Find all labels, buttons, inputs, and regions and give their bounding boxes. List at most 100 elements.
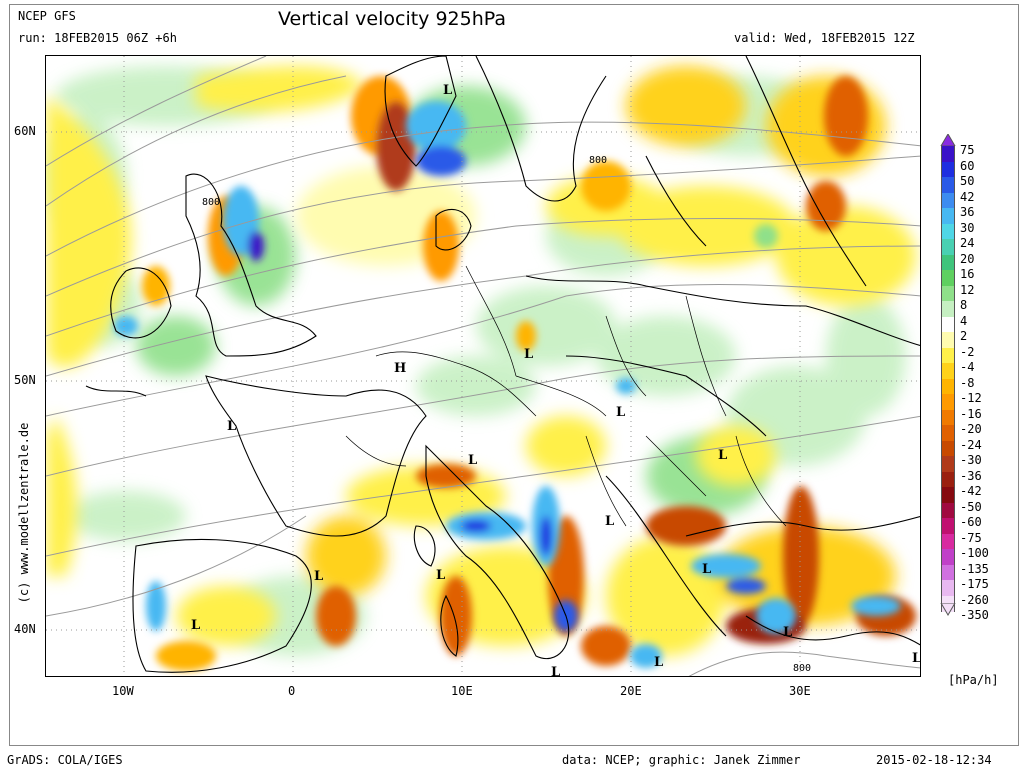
colorbar-level-label: -100	[960, 546, 989, 560]
low-marker: L	[443, 83, 452, 98]
low-marker: L	[468, 453, 477, 468]
colorbar-level-label: -50	[960, 499, 982, 514]
lon-label: 20E	[620, 684, 642, 698]
colorbar-level-label: 42	[960, 189, 975, 204]
lon-label: 0	[288, 684, 296, 698]
colorbar-level-label: -24	[960, 437, 982, 452]
colorbar-cell	[941, 177, 955, 193]
contour-value: 800	[202, 197, 220, 208]
colorbar-level-label: -175	[960, 577, 989, 591]
lon-label: 10W	[112, 684, 134, 698]
blue-areas	[114, 101, 901, 668]
low-marker: L	[314, 569, 323, 584]
low-marker: L	[718, 448, 727, 463]
low-marker: L	[191, 618, 200, 633]
low-markers: L L L L L L L L L L L L L L L	[191, 83, 921, 676]
colorbar-level-label: -60	[960, 515, 982, 529]
low-marker: L	[616, 405, 625, 420]
colorbar-level-label: 75	[960, 143, 975, 157]
yellow-areas	[46, 66, 916, 656]
colorbar-level-label: -30	[960, 453, 982, 467]
chart-title: Vertical velocity 925hPa	[278, 8, 507, 30]
colorbar-level-label: 2	[960, 329, 968, 343]
colorbar-cell	[941, 394, 955, 410]
low-marker: L	[436, 568, 445, 583]
colorbar-cell	[941, 363, 955, 379]
contour-value: 800	[793, 663, 811, 674]
low-marker: L	[702, 562, 711, 577]
colorbar-level-label: 16	[960, 267, 975, 281]
colorbar-level-label: 12	[960, 282, 975, 297]
colorbar-cell	[941, 192, 955, 209]
colorbar-cell	[941, 456, 955, 472]
colorbar-level-label: -135	[960, 561, 989, 576]
lat-label: 50N	[14, 373, 36, 387]
footer-credit: data: NCEP; graphic: Janek Zimmer	[562, 753, 801, 767]
coastlines	[85, 56, 920, 673]
colorbar-level-label: 8	[960, 298, 968, 312]
colorbar-cell	[941, 270, 955, 286]
contour-lines	[46, 56, 920, 676]
weather-map: L L L L L L L L L L L L L L L H 800 800 …	[45, 55, 921, 677]
colorbar-level-label: -260	[960, 592, 989, 607]
colorbar-cell	[941, 378, 955, 395]
colorbar-level-label: 36	[960, 205, 975, 219]
model-name: NCEP GFS	[18, 9, 76, 23]
lat-label: 60N	[14, 124, 36, 138]
colorbar-level-label: 20	[960, 251, 975, 266]
colorbar-cell	[941, 580, 955, 596]
low-marker: L	[783, 625, 792, 640]
colorbar-cell	[941, 425, 955, 441]
valid-time: valid: Wed, 18FEB2015 12Z	[734, 31, 915, 45]
run-info: run: 18FEB2015 06Z +6h	[18, 31, 177, 45]
colorbar-cell	[941, 347, 955, 364]
figure-frame	[9, 4, 1019, 746]
colorbar-cell	[941, 285, 955, 302]
colorbar-level-label: -42	[960, 484, 982, 498]
low-marker: L	[524, 347, 533, 362]
contour-value: 800	[589, 155, 607, 166]
colorbar-bottom-arrow	[940, 603, 956, 616]
map-field: L L L L L L L L L L L L L L L H 800 800 …	[46, 56, 921, 676]
units-label: [hPa/h]	[948, 673, 999, 687]
low-marker: L	[605, 514, 614, 529]
contour-value-labels: 800 800 800	[202, 155, 811, 674]
colorbar-level-label: 60	[960, 158, 975, 173]
colorbar-cell	[941, 223, 955, 240]
colorbar-level-label: -2	[960, 344, 975, 359]
colorbar-level-label: -4	[960, 360, 975, 374]
colorbar-cell	[941, 440, 955, 457]
colorbar-cell	[941, 332, 955, 348]
colorbar-cell	[941, 502, 955, 519]
colorbar-cell	[941, 549, 955, 565]
colorbar-cell	[941, 301, 955, 317]
colorbar-level-label: -36	[960, 468, 982, 483]
lon-label: 30E	[789, 684, 811, 698]
colorbar-level-label: -20	[960, 422, 982, 436]
colorbar-cell	[941, 161, 955, 178]
footer-timestamp: 2015-02-18-12:34	[876, 753, 992, 767]
colorbar-cell	[941, 487, 955, 503]
colorbar-level-label: -75	[960, 530, 982, 545]
colorbar-level-label: 24	[960, 236, 975, 250]
colorbar-cell	[941, 254, 955, 271]
footer-software: GrADS: COLA/IGES	[7, 753, 123, 767]
colorbar-cell	[941, 316, 955, 333]
colorbar-cell	[941, 146, 955, 162]
colorbar-cell	[941, 471, 955, 488]
borders	[345, 265, 787, 527]
low-marker: L	[227, 419, 236, 434]
colorbar-cell	[941, 409, 955, 426]
colorbar-cell	[941, 208, 955, 224]
colorbar-level-label: 50	[960, 174, 975, 188]
colorbar-cell	[941, 564, 955, 581]
lon-label: 10E	[451, 684, 473, 698]
colorbar-level-label: 30	[960, 220, 975, 235]
colorbar-cell	[941, 533, 955, 550]
colorbar-level-label: -16	[960, 406, 982, 421]
lat-label: 40N	[14, 622, 36, 636]
low-marker: L	[912, 651, 921, 666]
low-marker: L	[654, 655, 663, 670]
colorbar-level-label: 4	[960, 313, 968, 328]
colorbar-cell	[941, 518, 955, 534]
